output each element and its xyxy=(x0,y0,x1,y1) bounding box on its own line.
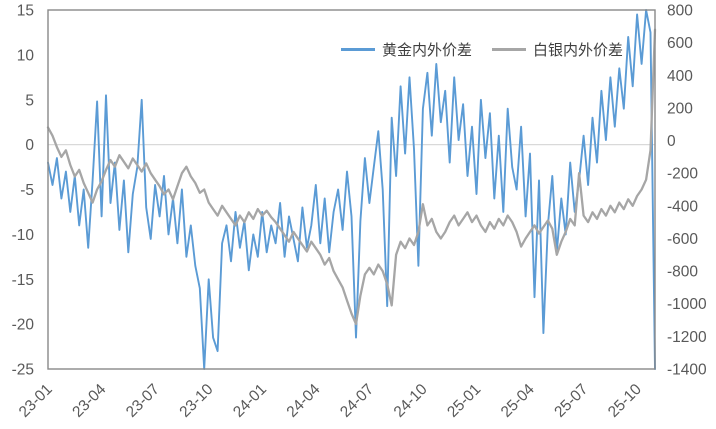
right-axis-tick-label: -600 xyxy=(667,231,698,248)
x-axis-tick-label: 24-07 xyxy=(337,381,377,421)
x-axis-tick-label: 23-04 xyxy=(69,381,109,421)
x-axis-tick-label: 23-01 xyxy=(16,381,56,421)
gold-spread-line xyxy=(47,9,656,370)
silver-line-swatch xyxy=(492,48,527,51)
left-axis-tick-label: 10 xyxy=(17,47,35,64)
x-axis-tick-label: 23-10 xyxy=(176,381,216,421)
left-axis-tick-label: -5 xyxy=(20,182,34,199)
left-axis-tick-label: 5 xyxy=(25,92,34,109)
left-axis-tick-label: -25 xyxy=(12,362,34,379)
x-axis-tick-label: 24-04 xyxy=(284,381,324,421)
right-axis-tick-label: 200 xyxy=(667,100,693,117)
right-axis-tick-label: -400 xyxy=(667,198,698,215)
x-axis-tick-label: 25-01 xyxy=(444,381,484,421)
right-axis-tick-label: -1200 xyxy=(667,329,707,346)
right-axis-tick-label: -1400 xyxy=(667,362,707,379)
left-axis-tick-label: -10 xyxy=(12,227,35,244)
x-axis-tick-label: 25-10 xyxy=(605,381,645,421)
left-axis-tick-label: 0 xyxy=(25,137,34,154)
chart-legend: 黄金内外价差 白银内外价差 xyxy=(341,39,623,60)
right-axis-tick-label: 600 xyxy=(667,35,693,52)
x-axis-tick-label: 24-10 xyxy=(391,381,431,421)
x-axis-tick-label: 24-01 xyxy=(230,381,270,421)
legend-label-gold-spread: 黄金内外价差 xyxy=(382,42,473,59)
legend-label-silver-spread: 白银内外价差 xyxy=(533,42,624,59)
left-axis-tick-label: 15 xyxy=(17,3,34,20)
right-axis-tick-label: 0 xyxy=(667,133,676,150)
right-axis-tick-label: 800 xyxy=(667,3,693,20)
x-axis-tick-label: 25-04 xyxy=(498,381,538,421)
plot-border xyxy=(47,9,656,370)
right-axis-tick-label: -1000 xyxy=(667,296,707,313)
left-axis-tick-label: -15 xyxy=(12,272,34,289)
right-axis-tick-label: -200 xyxy=(667,166,698,183)
legend-item-silver-spread: 白银内外价差 xyxy=(492,39,623,60)
right-axis-tick-label: -800 xyxy=(667,264,698,281)
gold-line-swatch xyxy=(341,48,375,51)
x-axis-tick-label: 23-07 xyxy=(123,381,163,421)
right-axis-tick-label: 400 xyxy=(667,68,693,85)
left-axis-tick-label: -20 xyxy=(12,317,35,334)
legend-item-gold-spread: 黄金内外价差 xyxy=(341,39,472,60)
silver-spread-line xyxy=(46,28,657,326)
x-axis-tick-label: 25-07 xyxy=(551,381,591,421)
